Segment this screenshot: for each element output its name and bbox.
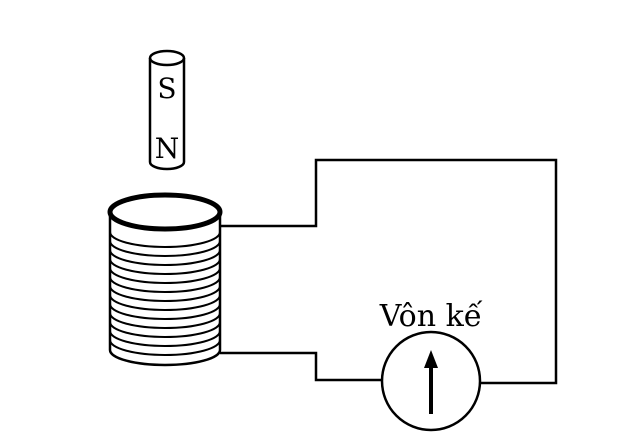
coil-winding [109,312,221,329]
magnet-pole-s-label: S [157,72,176,105]
lower-wire [220,351,382,382]
coil-winding [109,240,221,257]
coil-winding [109,294,221,311]
coil-top-opening [107,192,223,232]
voltmeter-dial [380,330,482,432]
coil-winding [109,330,221,347]
coil-winding [109,231,221,248]
coil-windings [109,231,221,356]
coil [107,192,223,367]
coil-bottom-edge [108,349,222,367]
upper-wire [220,158,558,385]
coil-winding [109,339,221,356]
coil-winding [109,249,221,266]
magnet-top-face [148,49,186,67]
voltmeter-label: Vôn kế [379,299,483,334]
needle-arrow-up-icon [424,350,438,414]
magnet-pole-n-label: N [155,132,180,165]
coil-winding [109,303,221,320]
coil-winding [109,267,221,284]
bar-magnet: S N [148,49,186,171]
magnet-body [148,58,186,171]
coil-winding [109,285,221,302]
coil-winding [109,258,221,275]
coil-winding [109,276,221,293]
voltmeter: Vôn kế [379,299,483,432]
coil-winding [109,321,221,338]
